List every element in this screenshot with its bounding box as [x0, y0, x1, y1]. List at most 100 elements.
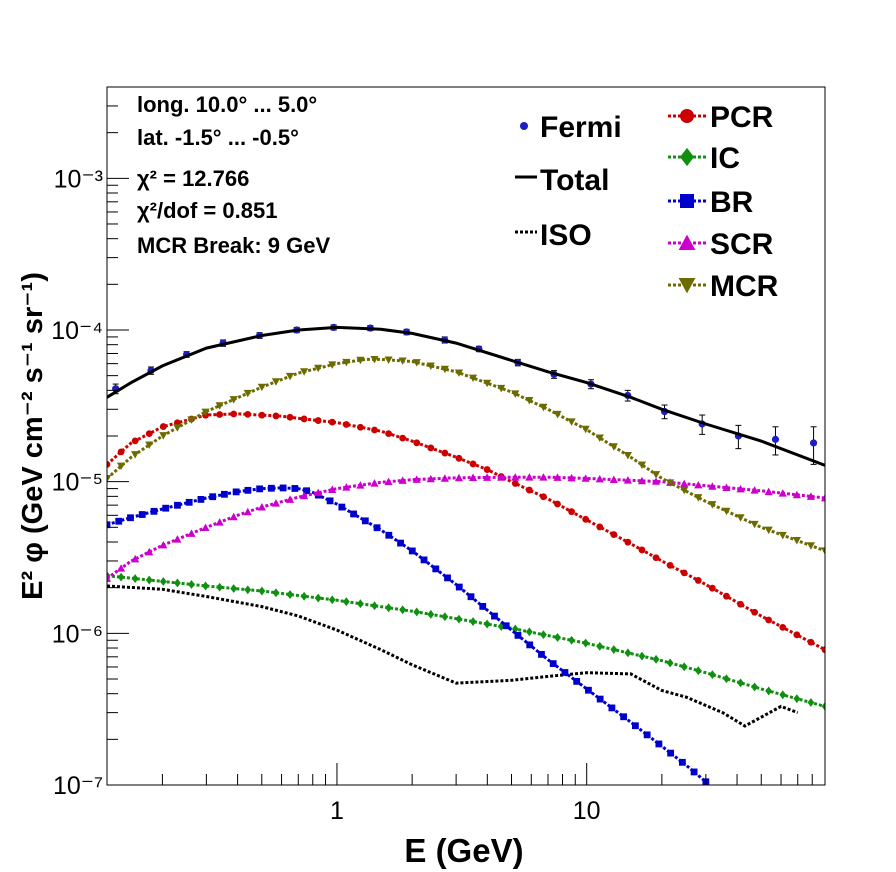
legend: Fermi Total ISO PCR IC BR SCR MCR — [515, 101, 779, 303]
pcr-marker — [258, 411, 266, 419]
scr-marker — [722, 483, 731, 492]
mcr-marker — [778, 531, 787, 540]
series-mcr — [107, 355, 825, 555]
x-tick-label: 1 — [330, 797, 344, 825]
y-tick-label: 10⁻⁶ — [52, 620, 103, 648]
legend-ic-marker — [680, 147, 694, 167]
scr-marker — [454, 473, 464, 482]
ic-marker — [737, 678, 744, 688]
ic-marker — [624, 648, 632, 658]
pcr-marker — [300, 415, 308, 423]
br-marker — [107, 521, 111, 529]
pcr-marker — [385, 430, 392, 438]
br-marker — [338, 503, 346, 511]
br-marker — [162, 504, 170, 512]
annotation-line: MCR Break: 9 GeV — [137, 233, 331, 258]
pcr-marker — [441, 449, 449, 457]
scr-marker — [300, 491, 309, 500]
mcr-marker — [398, 357, 407, 365]
mcr-marker — [384, 356, 393, 364]
pcr-marker — [511, 480, 519, 487]
br-marker — [420, 556, 428, 564]
ic-marker — [399, 605, 407, 615]
scr-marker — [131, 554, 140, 563]
pcr-marker — [314, 417, 322, 424]
scr-marker — [285, 495, 295, 503]
br-marker — [221, 490, 228, 498]
ic-marker — [328, 595, 336, 605]
x-axis-label: E (GeV) — [404, 832, 523, 869]
mcr-marker — [581, 425, 590, 434]
mcr-marker — [243, 389, 252, 398]
pcr-marker — [568, 508, 575, 516]
ic-marker — [540, 630, 547, 640]
ic-marker — [202, 581, 209, 591]
pcr-marker — [779, 624, 787, 631]
plot-area — [107, 323, 825, 785]
scr-marker — [342, 483, 351, 491]
ic-marker — [258, 586, 266, 596]
br-marker — [385, 531, 393, 539]
series-pcr — [107, 410, 825, 654]
mcr-marker — [159, 432, 168, 440]
pcr-marker — [821, 646, 825, 654]
br-marker — [561, 669, 569, 676]
br-marker — [267, 484, 275, 492]
mcr-marker — [497, 384, 506, 393]
scr-marker — [511, 473, 520, 481]
legend-label: Fermi — [540, 111, 622, 144]
ic-marker — [525, 627, 533, 637]
mcr-marker — [356, 356, 365, 365]
mcr-marker — [666, 479, 675, 487]
br-marker — [678, 758, 686, 766]
br-marker — [350, 510, 357, 518]
mcr-marker — [468, 374, 478, 383]
br-marker — [197, 495, 205, 503]
br-marker — [502, 622, 510, 630]
scr-marker — [750, 486, 759, 494]
legend-label: BR — [710, 186, 754, 219]
annotation-line: long. 10.0° ... 5.0° — [137, 92, 317, 117]
legend-entry-fermi: Fermi — [520, 111, 622, 144]
fermi-data-point — [771, 435, 780, 443]
ic-marker — [596, 641, 604, 651]
legend-entry-iso: ISO — [515, 219, 592, 252]
fermi-data-point — [809, 439, 818, 447]
legend-label: MCR — [710, 270, 779, 303]
annotation-line: lat. -1.5° ... -0.5° — [137, 125, 299, 150]
br-marker — [397, 539, 404, 547]
legend-pcr-marker — [680, 109, 694, 123]
scr-marker — [314, 488, 323, 497]
br-marker — [491, 612, 498, 620]
ic-marker — [131, 574, 139, 583]
ic-marker — [582, 638, 590, 648]
pcr-marker — [328, 418, 336, 426]
mcr-marker — [750, 520, 759, 529]
y-tick-label: 10⁻⁴ — [51, 317, 103, 345]
mcr-marker — [820, 547, 825, 555]
br-marker — [115, 517, 123, 525]
legend-entry-br: BR — [668, 186, 754, 219]
pcr-marker — [427, 444, 435, 452]
y-tick-label: 10⁻³ — [54, 165, 103, 193]
br-marker — [127, 514, 134, 522]
br-marker — [279, 484, 287, 492]
mcr-marker — [623, 452, 632, 460]
br-marker — [596, 695, 604, 703]
legend-scr-marker — [678, 234, 696, 250]
ic-marker — [807, 698, 815, 707]
pcr-marker — [694, 577, 702, 584]
pcr-marker — [145, 430, 153, 438]
pcr-marker — [469, 460, 477, 468]
scr-marker — [187, 529, 196, 537]
scr-marker — [595, 474, 604, 483]
ic-marker — [117, 572, 125, 582]
ic-marker — [286, 590, 294, 599]
pcr-marker — [624, 538, 632, 546]
pcr-marker — [540, 493, 547, 501]
mcr-marker — [736, 514, 745, 522]
br-marker — [608, 704, 616, 712]
legend-entry-mcr: MCR — [668, 270, 779, 303]
scr-marker — [159, 540, 168, 549]
scr-marker — [215, 518, 224, 526]
